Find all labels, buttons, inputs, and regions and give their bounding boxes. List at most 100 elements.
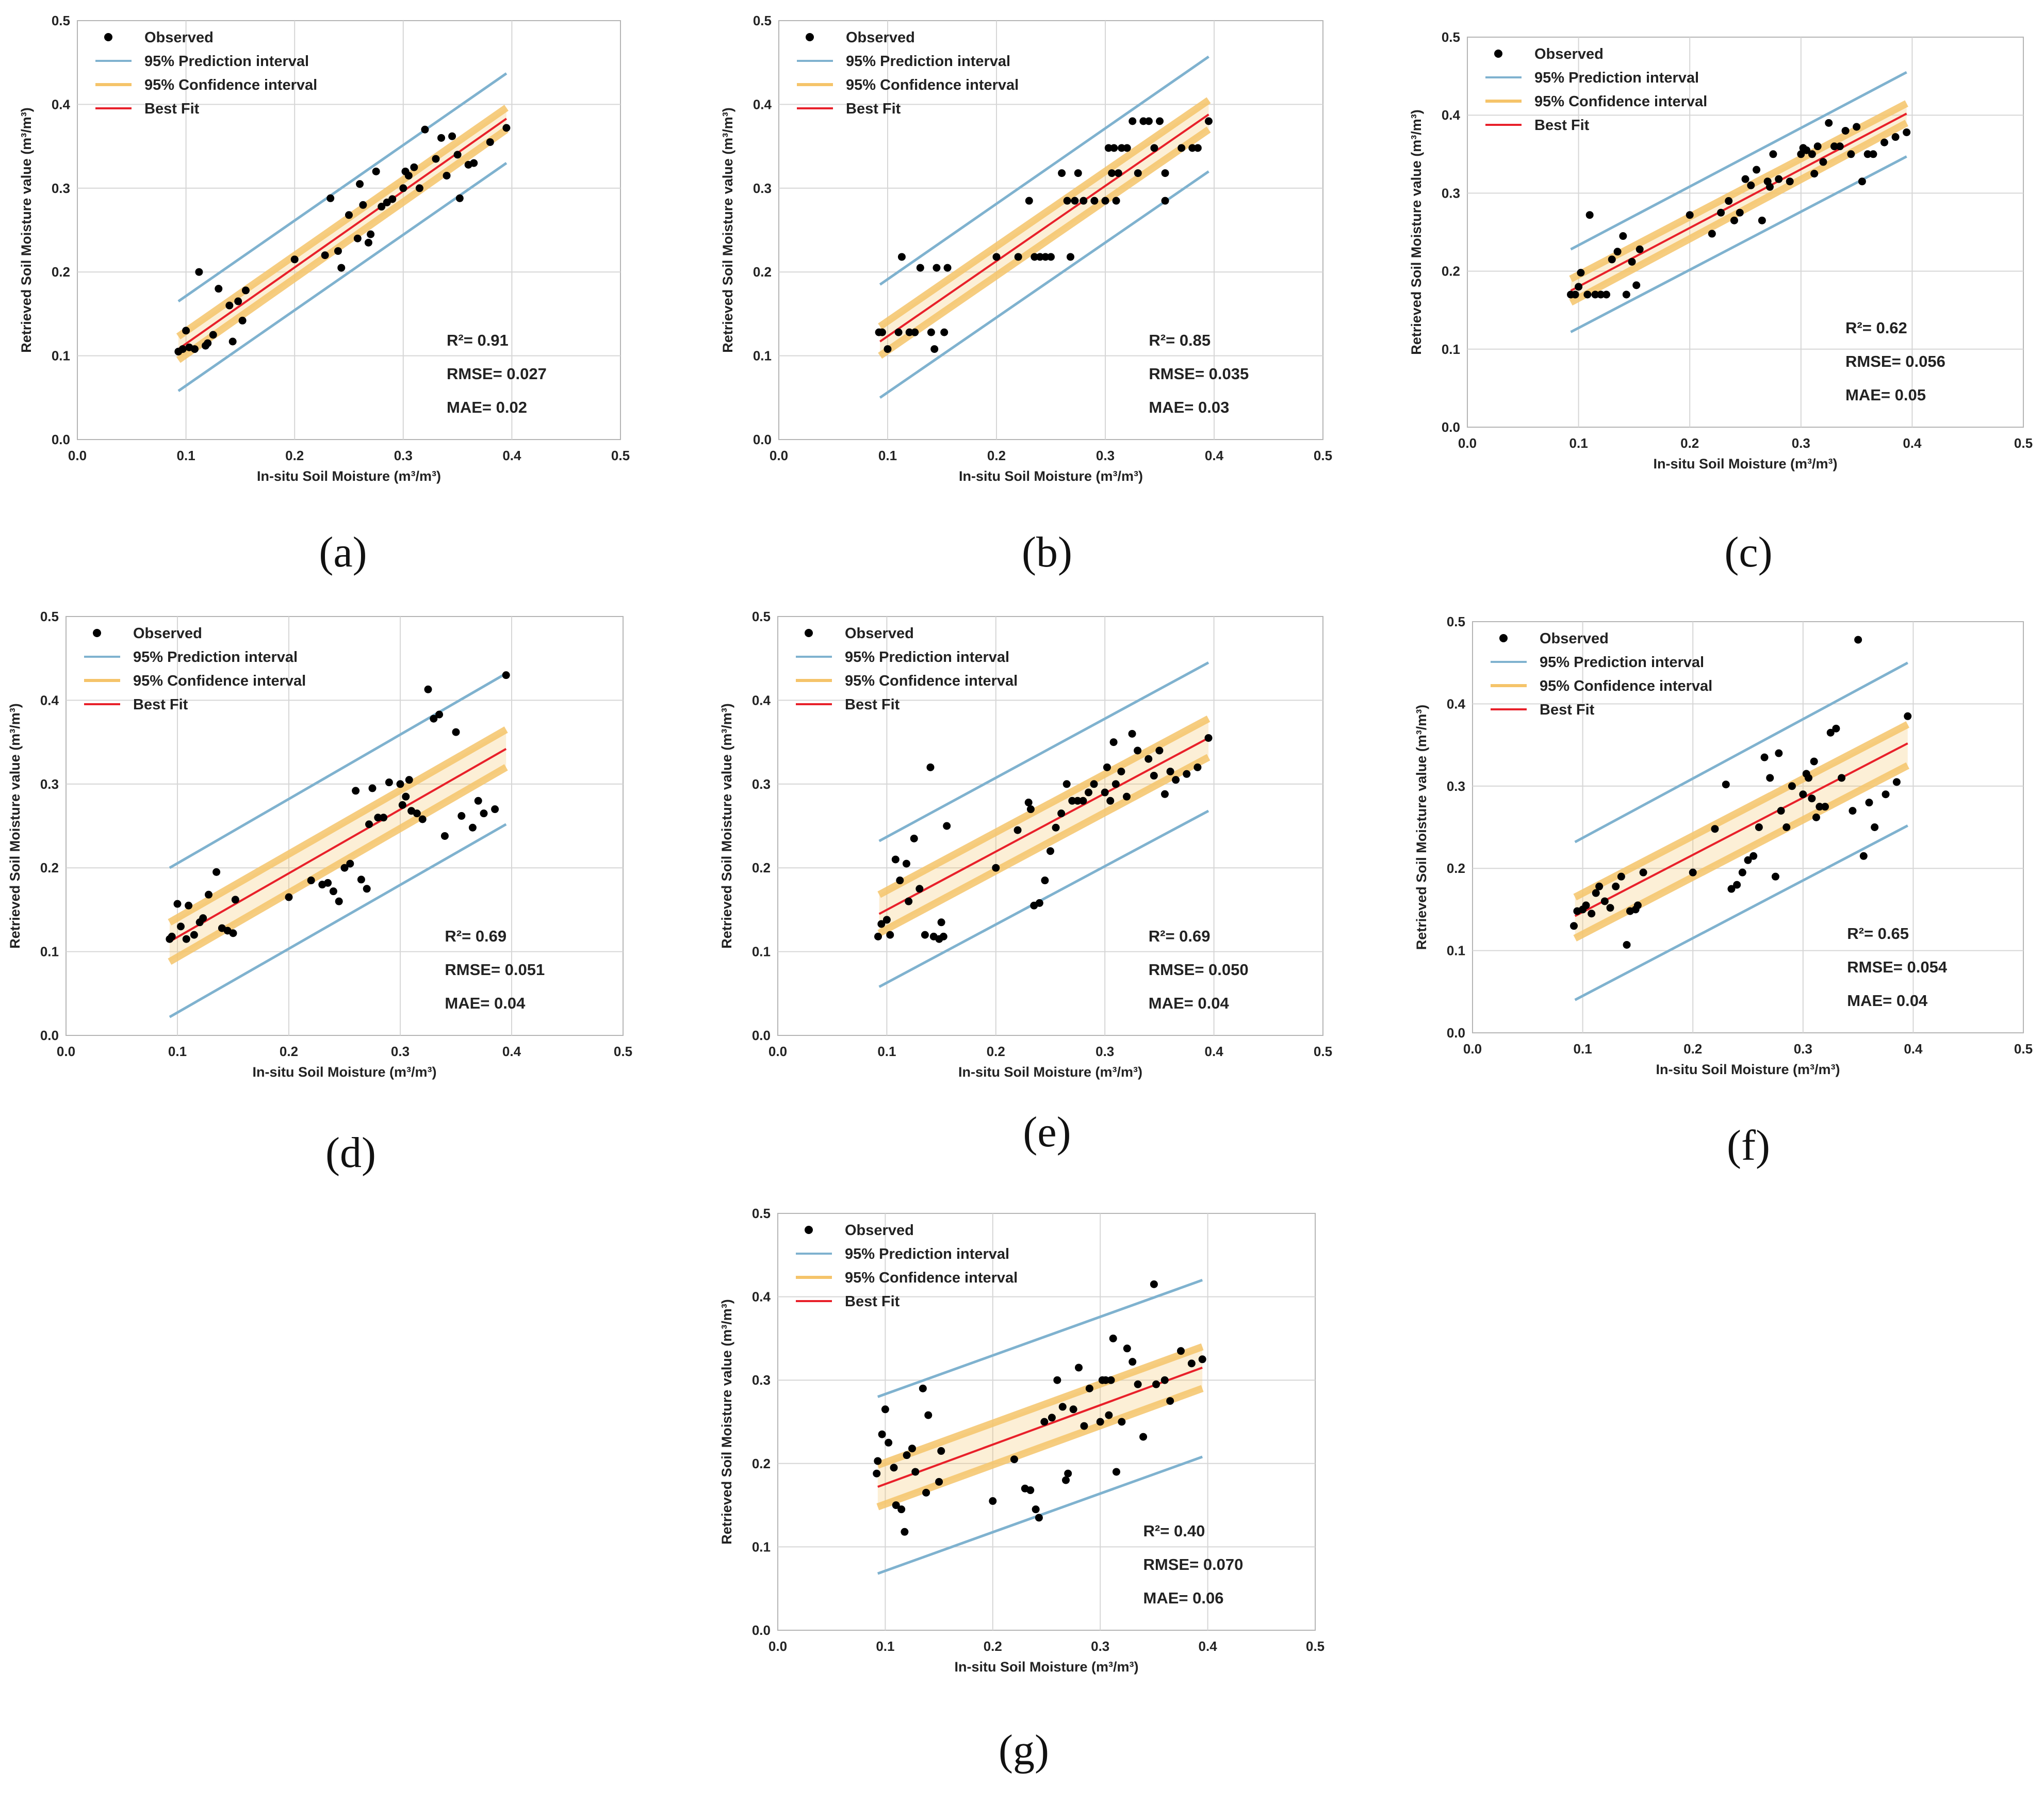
observed-point [1156,117,1164,125]
legend-label: Observed [845,1222,914,1239]
observed-point [1882,790,1890,799]
legend-observed-marker [805,1226,813,1234]
observed-point [1636,245,1644,253]
observed-point [1032,1505,1040,1514]
rmse-label: RMSE= 0.070 [1143,1555,1244,1573]
panel-caption: (g) [999,1726,1049,1774]
x-tick-label: 0.0 [1463,1041,1482,1057]
observed-point [290,255,299,264]
x-tick-label: 0.4 [1903,435,1922,451]
rmse-label: RMSE= 0.051 [445,961,545,979]
y-tick-label: 0.4 [752,1289,771,1305]
observed-point [329,887,337,896]
observed-point [1891,133,1900,141]
observed-point [897,1505,906,1514]
observed-point [1122,792,1131,801]
y-tick-label: 0.2 [1447,861,1465,876]
observed-point [922,1488,930,1497]
x-tick-label: 0.0 [768,1044,787,1059]
observed-point [468,823,477,832]
observed-point [1727,885,1736,893]
legend-label: 95% Confidence interval [1534,93,1707,110]
legend-label: Best Fit [1540,702,1595,718]
observed-point [402,792,410,801]
observed-point [1810,757,1818,766]
observed-point [168,932,176,940]
observed-point [1046,847,1054,855]
x-tick-label: 0.1 [177,448,195,463]
observed-point [885,1438,893,1447]
prediction-lower-line [1570,155,1907,333]
observed-point [1903,128,1911,136]
observed-point [1024,799,1033,807]
chart-panel: 0.0 0.1 0.2 0.3 0.4 0.5 0.0 0.1 0.2 0.3 0.4 0.5 In-s… [7,609,632,1177]
y-axis-label: Retrieved Soil Moisture value (m³/m³) [1414,705,1429,950]
observed-point [903,1451,911,1459]
r-squared-label: R²= 0.69 [1149,927,1211,945]
legend-label: 95% Prediction interval [133,649,298,666]
observed-point [457,812,466,820]
rmse-label: RMSE= 0.050 [1149,961,1249,979]
observed-point [228,337,237,346]
x-tick-label: 0.3 [1096,448,1115,463]
legend-label: Observed [846,29,915,46]
observed-point [1048,1414,1056,1422]
observed-point [1193,763,1202,771]
legend-label: 95% Prediction interval [845,1246,1009,1262]
observed-point [897,253,906,261]
legend-label: Best Fit [133,696,188,713]
observed-point [1150,1280,1158,1288]
observed-point [1722,781,1730,789]
observed-point [905,897,913,905]
observed-point [326,194,335,202]
legend-observed-marker [805,629,813,637]
observed-point [1803,146,1811,154]
x-axis-label: In-situ Soil Moisture (m³/m³) [958,1064,1142,1080]
observed-point [435,710,444,719]
observed-point [1052,823,1060,832]
observed-point [1150,144,1158,152]
y-tick-label: 0.4 [40,692,59,708]
observed-point [1128,729,1136,738]
y-tick-label: 0.0 [40,1028,59,1043]
observed-point [1804,774,1812,782]
x-tick-label: 0.5 [1306,1638,1324,1654]
observed-point [937,1447,945,1455]
observed-point [1123,144,1131,152]
y-tick-label: 0.1 [1447,943,1465,959]
x-tick-label: 0.5 [1314,448,1332,463]
y-tick-label: 0.5 [752,609,771,624]
observed-point [1783,823,1791,831]
x-tick-label: 0.4 [1199,1638,1218,1654]
observed-point [1160,790,1169,798]
observed-point [1799,790,1807,799]
observed-point [1765,183,1774,191]
observed-point [1075,1364,1083,1372]
y-tick-label: 0.2 [752,860,771,875]
prediction-lower-line [879,170,1209,399]
y-axis-label: Retrieved Soil Moisture value (m³/m³) [1409,109,1424,355]
legend-label: Observed [845,625,914,642]
observed-point [1172,776,1180,784]
observed-point [908,1445,916,1453]
observed-point [896,877,904,885]
observed-point [874,1457,882,1465]
observed-point [385,778,393,787]
observed-point [1689,868,1697,877]
observed-point [1069,1405,1077,1414]
observed-point [1808,794,1816,803]
observed-point [1623,940,1631,949]
observed-point [1808,150,1816,158]
x-tick-label: 0.1 [876,1638,894,1654]
best-fit-line [878,737,1209,915]
observed-point [1571,290,1579,299]
observed-point [1819,158,1827,166]
observed-point [1597,290,1605,299]
x-tick-label: 0.1 [878,448,897,463]
observed-point [405,776,413,784]
x-tick-label: 0.3 [1091,1638,1109,1654]
r-squared-label: R²= 0.85 [1149,331,1211,349]
observed-point [238,316,247,324]
mae-label: MAE= 0.04 [1149,994,1230,1012]
mae-label: MAE= 0.05 [1845,386,1926,404]
